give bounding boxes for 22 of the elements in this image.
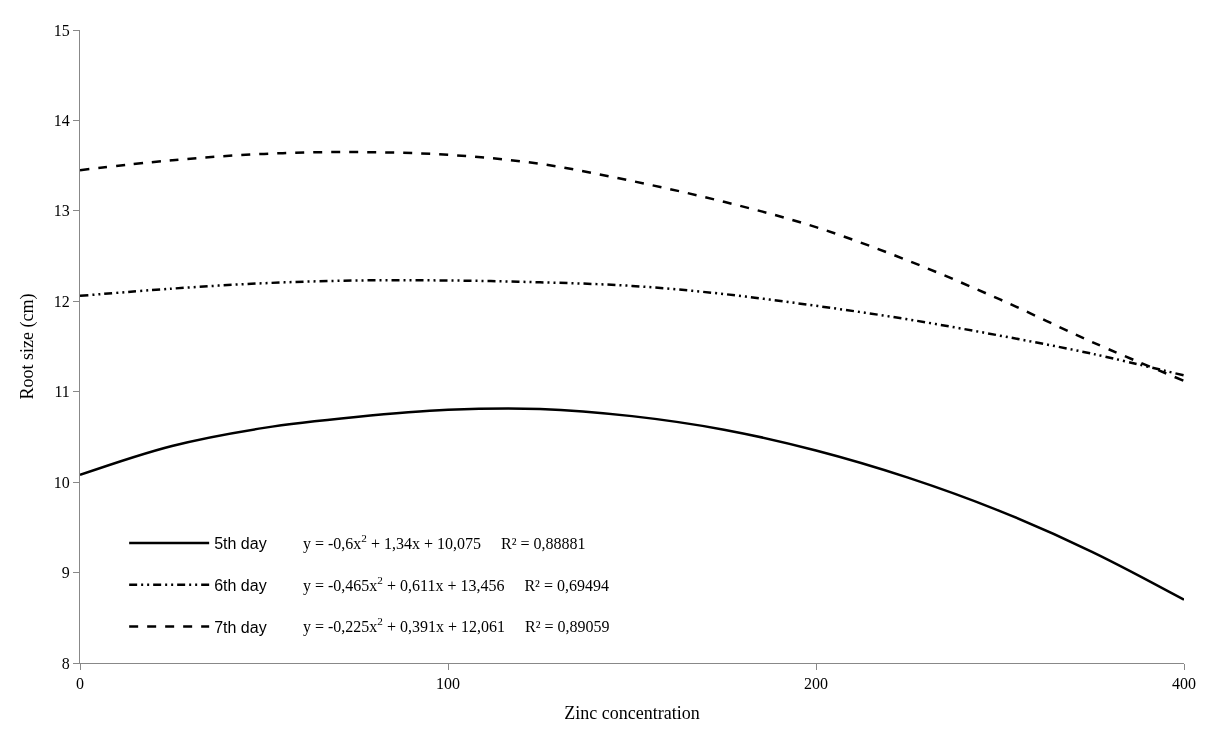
x-tick-label: 200	[804, 675, 828, 693]
annotation: y = -0,465x$^{2}$ + 0,611x + 13,456 R² = 0,69494	[303, 574, 609, 595]
y-tick-label: 15	[53, 21, 70, 39]
line-series	[80, 150, 1184, 383]
legend-label: 6th day	[214, 576, 267, 594]
y-tick-label: 13	[53, 202, 70, 220]
legend-label: 5th day	[214, 535, 267, 553]
x-tick-label: 400	[1172, 675, 1196, 693]
y-tick-label: 10	[53, 473, 70, 491]
y-tick-label: 8	[61, 654, 70, 672]
annotation: y = -0,225x$^{2}$ + 0,391x + 12,061 R² = 0,89059	[303, 615, 610, 636]
y-axis-title: Root size (cm)	[17, 293, 38, 400]
y-tick-label: 14	[53, 112, 70, 130]
x-axis-title: Zinc concentration	[564, 703, 700, 724]
legend-label: 7th day	[214, 618, 267, 636]
x-tick-label: 100	[436, 675, 460, 693]
y-tick-label: 11	[54, 383, 70, 401]
x-tick-label: 0	[76, 675, 84, 693]
y-tick-label: 12	[53, 292, 70, 310]
y-tick-label: 9	[61, 564, 70, 582]
annotation: y = -0,6x$^{2}$ + 1,34x + 10,075 R² = 0,88881	[303, 532, 586, 553]
line-series	[80, 407, 1184, 601]
